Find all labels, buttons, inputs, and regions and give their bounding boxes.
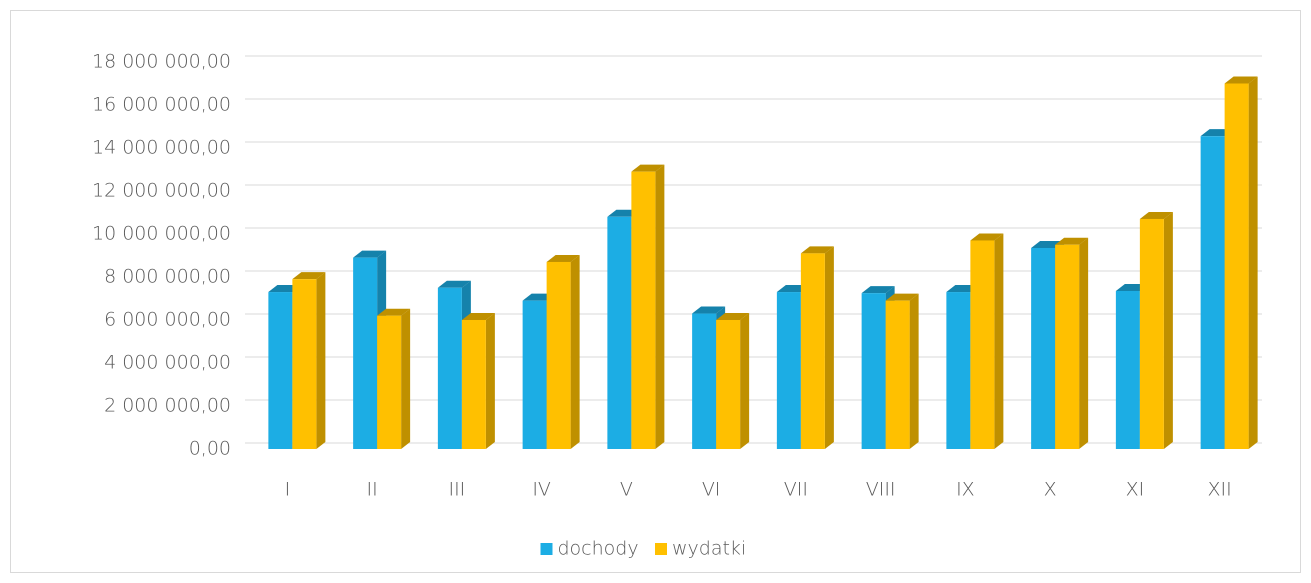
bar (800, 246, 834, 449)
bar (292, 272, 326, 449)
bar-front (946, 292, 971, 449)
bar (1139, 211, 1173, 449)
bar-front (292, 279, 317, 449)
bar (885, 293, 919, 449)
x-tick-label: IV (532, 479, 551, 501)
x-tick-label: VI (702, 479, 721, 501)
bar-front (716, 320, 741, 449)
bar-top (353, 250, 387, 258)
bar (377, 308, 411, 449)
bar-front (1224, 83, 1249, 449)
bar-front (607, 216, 632, 449)
bar (970, 233, 1004, 449)
bar-side (824, 246, 834, 449)
x-tick-label: XII (1208, 479, 1232, 501)
bar-top (461, 313, 495, 320)
bar-side (570, 254, 580, 449)
y-tick-label: 12 000 000,00 (92, 180, 231, 202)
bar-front (461, 320, 486, 449)
bar-top (377, 308, 411, 316)
bar-side (1163, 211, 1173, 449)
bar-top (1139, 211, 1173, 219)
bar-front (885, 300, 910, 449)
bar-front (1139, 218, 1164, 449)
bar (1055, 237, 1089, 449)
bar-front (546, 261, 571, 449)
bar (1224, 76, 1258, 449)
legend-swatch (540, 543, 553, 555)
bar-side (740, 313, 750, 449)
bar-top (800, 246, 834, 254)
bar-front (522, 300, 547, 449)
y-tick-label: 14 000 000,00 (92, 137, 231, 159)
y-tick-label: 10 000 000,00 (92, 223, 231, 245)
bar-front (437, 287, 462, 449)
bar-front (268, 292, 293, 449)
bar-side (1248, 76, 1258, 449)
y-tick-label: 8 000 000,00 (104, 266, 231, 288)
bar-top (631, 164, 665, 172)
x-tick-label: VII (784, 479, 808, 501)
x-tick-label: V (620, 479, 633, 501)
x-tick-label: VIII (866, 479, 896, 501)
bar (631, 164, 665, 449)
x-tick-label: I (285, 479, 291, 501)
bar-top (692, 306, 726, 314)
x-tick-label: IX (956, 479, 975, 501)
x-tick-label: X (1044, 479, 1057, 501)
bar-side (655, 164, 665, 449)
bar-side (994, 233, 1004, 449)
bar-top (885, 293, 919, 301)
bar-front (1200, 136, 1225, 450)
bar-front (861, 293, 886, 449)
y-tick-label: 4 000 000,00 (104, 352, 231, 374)
bar-side (485, 313, 495, 449)
y-tick-label: 0,00 (189, 438, 231, 460)
bar-front (1055, 244, 1080, 449)
bar-top (292, 272, 326, 280)
bar-front (1031, 247, 1056, 449)
bar-side (1079, 237, 1089, 449)
bar-front (377, 315, 402, 449)
bar-side (909, 293, 919, 449)
bar-front (692, 313, 717, 449)
bar (461, 313, 495, 449)
x-tick-label: III (448, 479, 465, 501)
bar-front (631, 171, 656, 449)
bar-front (776, 292, 801, 449)
bar-top (546, 254, 580, 262)
legend-swatch (655, 543, 667, 555)
bar-front (1115, 290, 1140, 449)
y-tick-label: 6 000 000,00 (104, 309, 231, 331)
legend-label: wydatki (672, 538, 746, 560)
bar-top (1224, 76, 1258, 84)
bar (716, 313, 750, 449)
bar-front (800, 253, 825, 449)
y-tick-label: 16 000 000,00 (92, 94, 231, 116)
bar-side (316, 272, 326, 449)
bar (546, 254, 580, 449)
bar-top (970, 233, 1004, 241)
y-tick-label: 2 000 000,00 (104, 395, 231, 417)
bar-top (716, 313, 750, 320)
x-tick-label: XI (1126, 479, 1145, 501)
bar-front (353, 257, 378, 449)
bar-front (970, 240, 995, 449)
bar-top (861, 286, 895, 294)
bar-top (437, 280, 471, 288)
bar (353, 250, 387, 449)
legend-label: dochody (558, 538, 639, 560)
y-tick-label: 18 000 000,00 (92, 51, 231, 73)
x-tick-label: II (367, 479, 378, 501)
bar-top (1055, 237, 1089, 245)
bar-side (401, 308, 411, 449)
